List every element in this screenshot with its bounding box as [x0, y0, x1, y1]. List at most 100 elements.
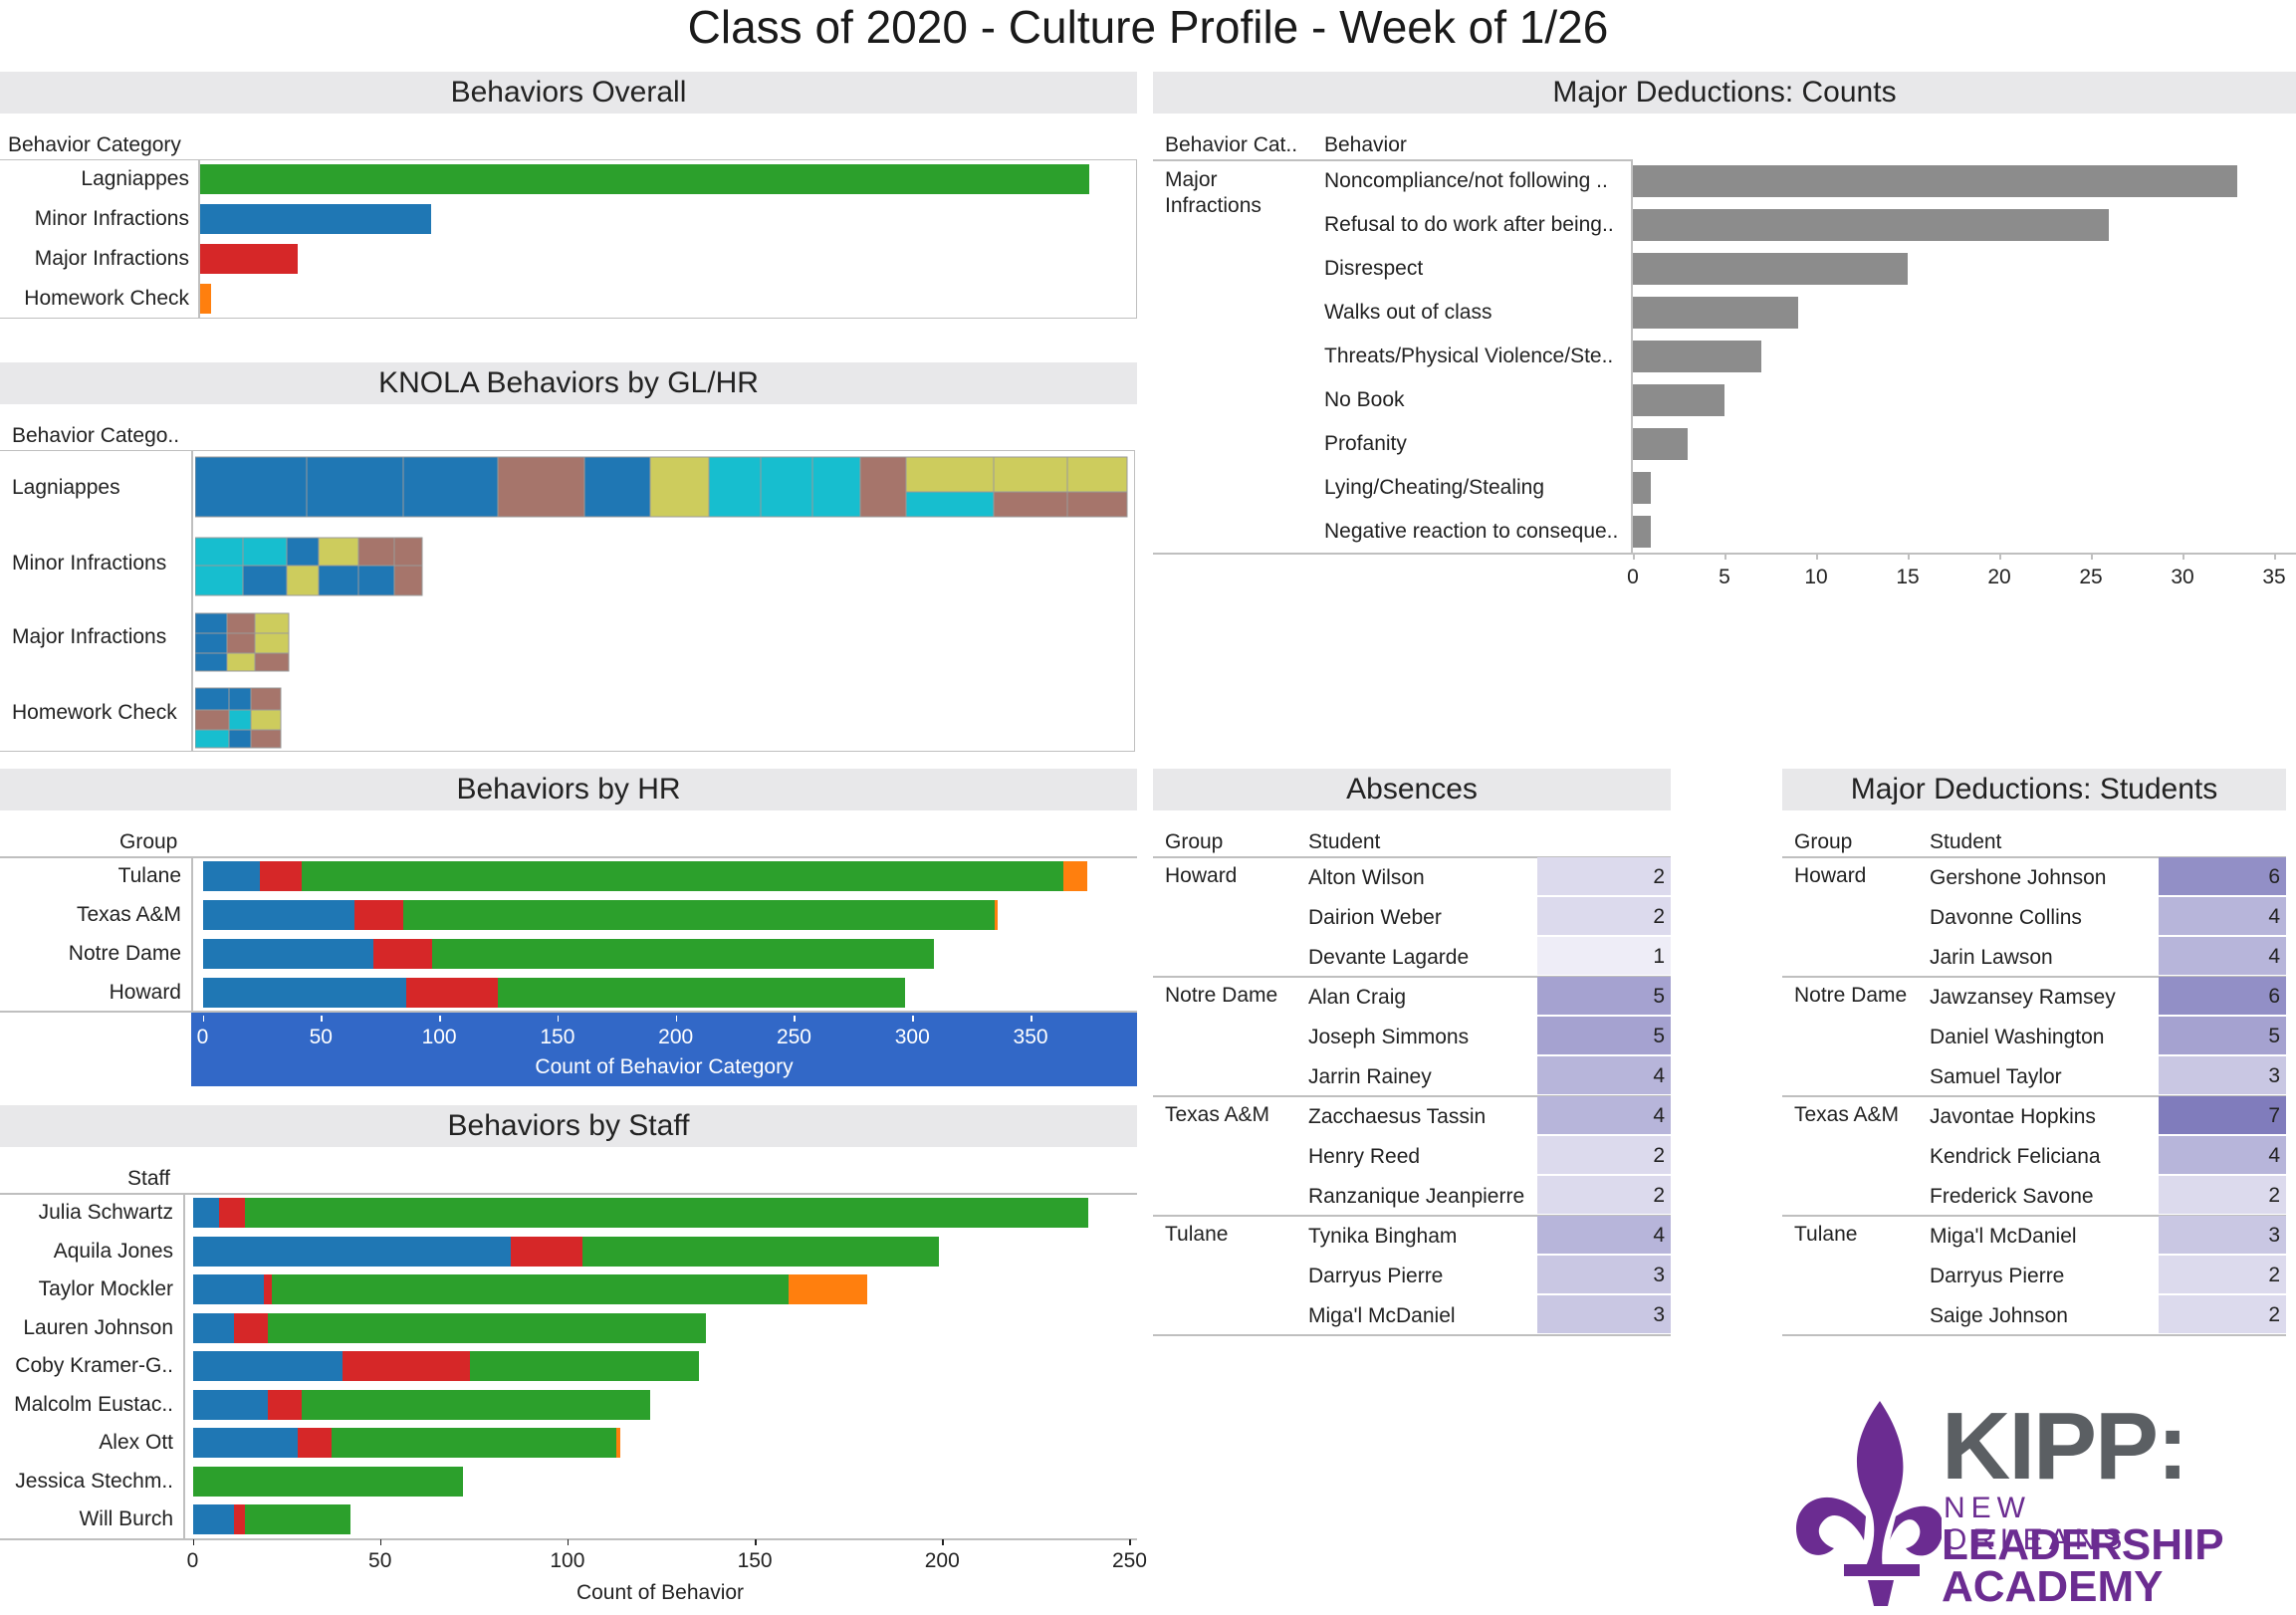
stacked-bar-segment[interactable] — [297, 1428, 332, 1458]
treemap-cell[interactable] — [859, 456, 907, 518]
treemap-cell[interactable] — [497, 456, 585, 518]
stacked-bar-segment[interactable] — [431, 939, 934, 969]
table-student-name[interactable]: Zacchaesus Tassin — [1308, 1105, 1487, 1128]
stacked-bar-segment[interactable] — [615, 1428, 620, 1458]
stacked-bar-segment[interactable] — [202, 900, 354, 930]
treemap-cell[interactable] — [195, 537, 244, 567]
treemap-cell[interactable] — [760, 456, 813, 518]
table-student-name[interactable]: Alton Wilson — [1308, 866, 1425, 889]
table-student-name[interactable]: Saige Johnson — [1930, 1304, 2068, 1327]
stacked-bar-segment[interactable] — [271, 1274, 789, 1304]
overall-bar[interactable] — [200, 244, 299, 274]
table-student-name[interactable]: Miga'l McDaniel — [1308, 1304, 1456, 1327]
treemap-cell[interactable] — [393, 537, 423, 567]
treemap-cell[interactable] — [250, 729, 282, 749]
treemap-cell[interactable] — [811, 456, 861, 518]
overall-bar[interactable] — [200, 204, 432, 234]
stacked-bar-segment[interactable] — [202, 939, 373, 969]
treemap-cell[interactable] — [318, 537, 359, 567]
table-student-name[interactable]: Jarin Lawson — [1930, 946, 2053, 969]
treemap-cell[interactable] — [195, 612, 228, 634]
stacked-bar-segment[interactable] — [233, 1504, 246, 1534]
stacked-bar-segment[interactable] — [498, 978, 906, 1008]
stacked-bar-segment[interactable] — [267, 1312, 707, 1343]
treemap-cell[interactable] — [905, 456, 995, 493]
table-student-name[interactable]: Darryus Pierre — [1930, 1265, 2065, 1287]
table-student-name[interactable]: Javontae Hopkins — [1930, 1105, 2096, 1128]
treemap-cell[interactable] — [250, 687, 282, 711]
table-student-name[interactable]: Samuel Taylor — [1930, 1065, 2062, 1088]
treemap-cell[interactable] — [228, 709, 252, 731]
treemap-cell[interactable] — [195, 709, 230, 731]
major-counts-bar[interactable] — [1633, 341, 1761, 372]
stacked-bar-segment[interactable] — [233, 1312, 268, 1343]
treemap-cell[interactable] — [254, 632, 290, 654]
treemap-cell[interactable] — [226, 632, 256, 654]
overall-bar[interactable] — [200, 164, 1089, 194]
stacked-bar-segment[interactable] — [302, 861, 1064, 891]
treemap-cell[interactable] — [228, 687, 252, 711]
treemap-cell[interactable] — [1066, 491, 1128, 518]
stacked-bar-segment[interactable] — [405, 978, 499, 1008]
overall-bar[interactable] — [200, 284, 211, 314]
stacked-bar-segment[interactable] — [192, 1236, 512, 1267]
major-counts-bar[interactable] — [1633, 253, 1908, 285]
major-counts-bar[interactable] — [1633, 209, 2110, 241]
treemap-cell[interactable] — [228, 729, 252, 749]
treemap-cell[interactable] — [226, 612, 256, 634]
stacked-bar-segment[interactable] — [1063, 861, 1088, 891]
table-student-name[interactable]: Daniel Washington — [1930, 1026, 2105, 1048]
table-student-name[interactable]: Dairion Weber — [1308, 906, 1442, 929]
stacked-bar-segment[interactable] — [301, 1389, 650, 1420]
table-student-name[interactable]: Davonne Collins — [1930, 906, 2082, 929]
stacked-bar-segment[interactable] — [581, 1236, 939, 1267]
stacked-bar-segment[interactable] — [788, 1274, 867, 1304]
stacked-bar-segment[interactable] — [259, 861, 303, 891]
treemap-cell[interactable] — [357, 565, 395, 596]
table-student-name[interactable]: Henry Reed — [1308, 1145, 1421, 1168]
stacked-bar-segment[interactable] — [192, 1389, 268, 1420]
table-student-name[interactable]: Kendrick Feliciana — [1930, 1145, 2101, 1168]
stacked-bar-segment[interactable] — [331, 1428, 616, 1458]
treemap-cell[interactable] — [254, 652, 290, 672]
table-student-name[interactable]: Tynika Bingham — [1308, 1225, 1458, 1248]
treemap-cell[interactable] — [195, 456, 308, 518]
stacked-bar-segment[interactable] — [192, 1274, 265, 1304]
treemap-cell[interactable] — [195, 632, 228, 654]
treemap-cell[interactable] — [250, 709, 282, 731]
stacked-bar-segment[interactable] — [218, 1198, 246, 1228]
table-student-name[interactable]: Jarrin Rainey — [1308, 1065, 1432, 1088]
table-student-name[interactable]: Alan Craig — [1308, 986, 1407, 1009]
treemap-cell[interactable] — [286, 537, 320, 567]
treemap-cell[interactable] — [242, 565, 288, 596]
treemap-cell[interactable] — [195, 565, 244, 596]
treemap-cell[interactable] — [357, 537, 395, 567]
treemap-cell[interactable] — [402, 456, 499, 518]
behaviors-hr-axis-band[interactable] — [191, 1013, 1137, 1086]
stacked-bar-segment[interactable] — [403, 900, 996, 930]
major-counts-bar[interactable] — [1633, 472, 1652, 504]
treemap-cell[interactable] — [286, 565, 320, 596]
treemap-cell[interactable] — [1066, 456, 1128, 493]
treemap-cell[interactable] — [905, 491, 995, 518]
treemap-cell[interactable] — [195, 652, 228, 672]
major-counts-bar[interactable] — [1633, 428, 1689, 460]
stacked-bar-segment[interactable] — [343, 1351, 471, 1381]
stacked-bar-segment[interactable] — [192, 1351, 344, 1381]
treemap-cell[interactable] — [393, 565, 423, 596]
table-student-name[interactable]: Joseph Simmons — [1308, 1026, 1470, 1048]
table-student-name[interactable]: Miga'l McDaniel — [1930, 1225, 2077, 1248]
treemap-cell[interactable] — [318, 565, 359, 596]
table-student-name[interactable]: Jawzansey Ramsey — [1930, 986, 2116, 1009]
stacked-bar-segment[interactable] — [353, 900, 404, 930]
stacked-bar-segment[interactable] — [192, 1428, 298, 1458]
treemap-cell[interactable] — [195, 687, 230, 711]
treemap-cell[interactable] — [306, 456, 404, 518]
stacked-bar-segment[interactable] — [192, 1198, 219, 1228]
treemap-cell[interactable] — [583, 456, 651, 518]
stacked-bar-segment[interactable] — [192, 1312, 234, 1343]
major-counts-bar[interactable] — [1633, 297, 1798, 329]
major-counts-bar[interactable] — [1633, 165, 2238, 197]
treemap-cell[interactable] — [649, 456, 710, 518]
stacked-bar-segment[interactable] — [267, 1389, 302, 1420]
